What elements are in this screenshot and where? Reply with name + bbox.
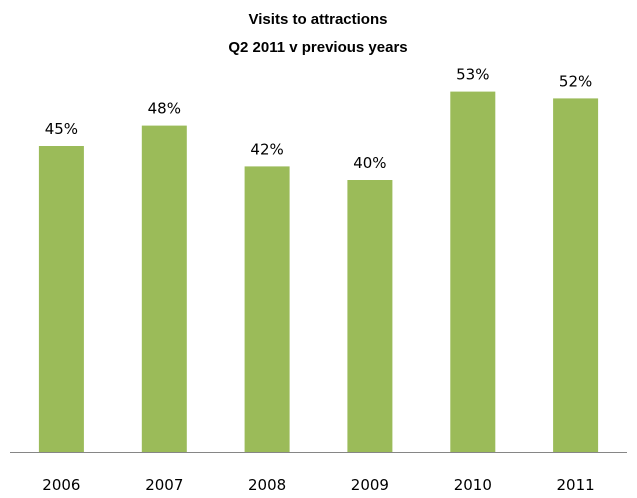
bar-2008 bbox=[244, 166, 290, 452]
x-axis-tick-labels: 2006 2007 2008 2009 2010 2011 bbox=[42, 476, 594, 494]
tick-label-2011: 2011 bbox=[557, 476, 595, 494]
bar-2010 bbox=[450, 91, 496, 452]
data-labels: 45% 48% 42% 40% 53% 52% bbox=[45, 66, 593, 172]
chart-title: Visits to attractions bbox=[249, 11, 388, 28]
bar-2006 bbox=[38, 146, 84, 452]
data-label-2011: 52% bbox=[559, 72, 592, 90]
tick-label-2007: 2007 bbox=[145, 476, 183, 494]
bar-2007 bbox=[141, 125, 187, 452]
tick-label-2009: 2009 bbox=[351, 476, 389, 494]
chart-subtitle: Q2 2011 v previous years bbox=[228, 39, 407, 56]
bar-2009 bbox=[347, 180, 393, 452]
data-label-2006: 45% bbox=[45, 120, 78, 138]
bar-2011 bbox=[553, 98, 599, 453]
tick-label-2008: 2008 bbox=[248, 476, 286, 494]
data-label-2008: 42% bbox=[250, 140, 283, 158]
tick-label-2006: 2006 bbox=[42, 476, 80, 494]
data-label-2009: 40% bbox=[353, 154, 386, 172]
tick-label-2010: 2010 bbox=[454, 476, 492, 494]
data-label-2007: 48% bbox=[148, 100, 181, 118]
bar-series bbox=[38, 91, 599, 453]
data-label-2010: 53% bbox=[456, 66, 489, 84]
